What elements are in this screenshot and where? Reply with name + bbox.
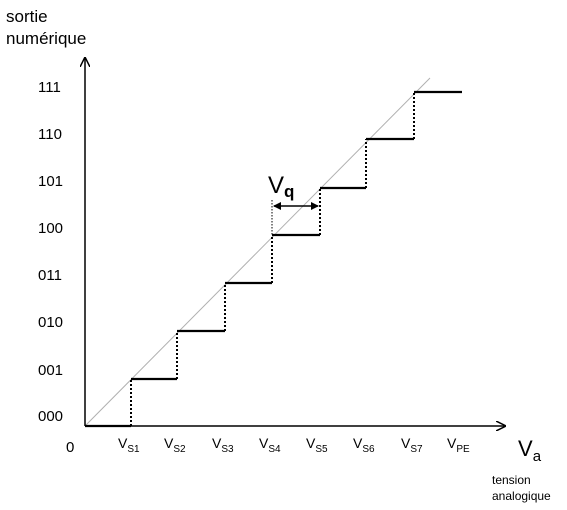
vq-label: Vq [268,172,294,201]
y-tick-label: 010 [38,314,63,331]
staircase-steps [85,90,462,428]
x-tick-label: VS7 [401,435,423,455]
x-tick-label: VS5 [306,435,328,455]
x-axis-symbol: Va [518,436,542,465]
y-tick-label: 101 [38,173,63,190]
y-axis-title-line2: numérique [6,29,86,48]
staircase-risers [130,92,415,426]
y-tick-label: 001 [38,362,63,379]
x-tick-label: VPE [447,435,470,455]
ideal-transfer-line [84,77,431,427]
origin-label: 0 [66,439,74,456]
x-tick-label: VS6 [353,435,375,455]
y-tick-label: 100 [38,220,63,237]
y-axis-title-line1: sortie [6,7,48,26]
vq-label-sub: q [284,182,294,201]
x-tick-labels: VS1 VS2 VS3 VS4 VS5 VS6 VS7 VPE [118,435,470,455]
y-tick-label: 000 [38,408,63,425]
y-tick-label: 110 [38,126,62,143]
x-tick-label: VS3 [212,435,234,455]
y-tick-label: 111 [38,79,61,96]
x-tick-label: VS2 [164,435,186,455]
x-axis-title-line2: analogique [492,489,551,503]
y-tick-labels: 000 001 010 011 100 101 110 111 [38,79,63,425]
x-axis-title-line1: tension [492,473,531,487]
vq-label-main: V [268,172,284,199]
x-tick-label: VS4 [259,435,281,455]
x-tick-label: VS1 [118,435,140,455]
y-tick-label: 011 [38,267,62,284]
